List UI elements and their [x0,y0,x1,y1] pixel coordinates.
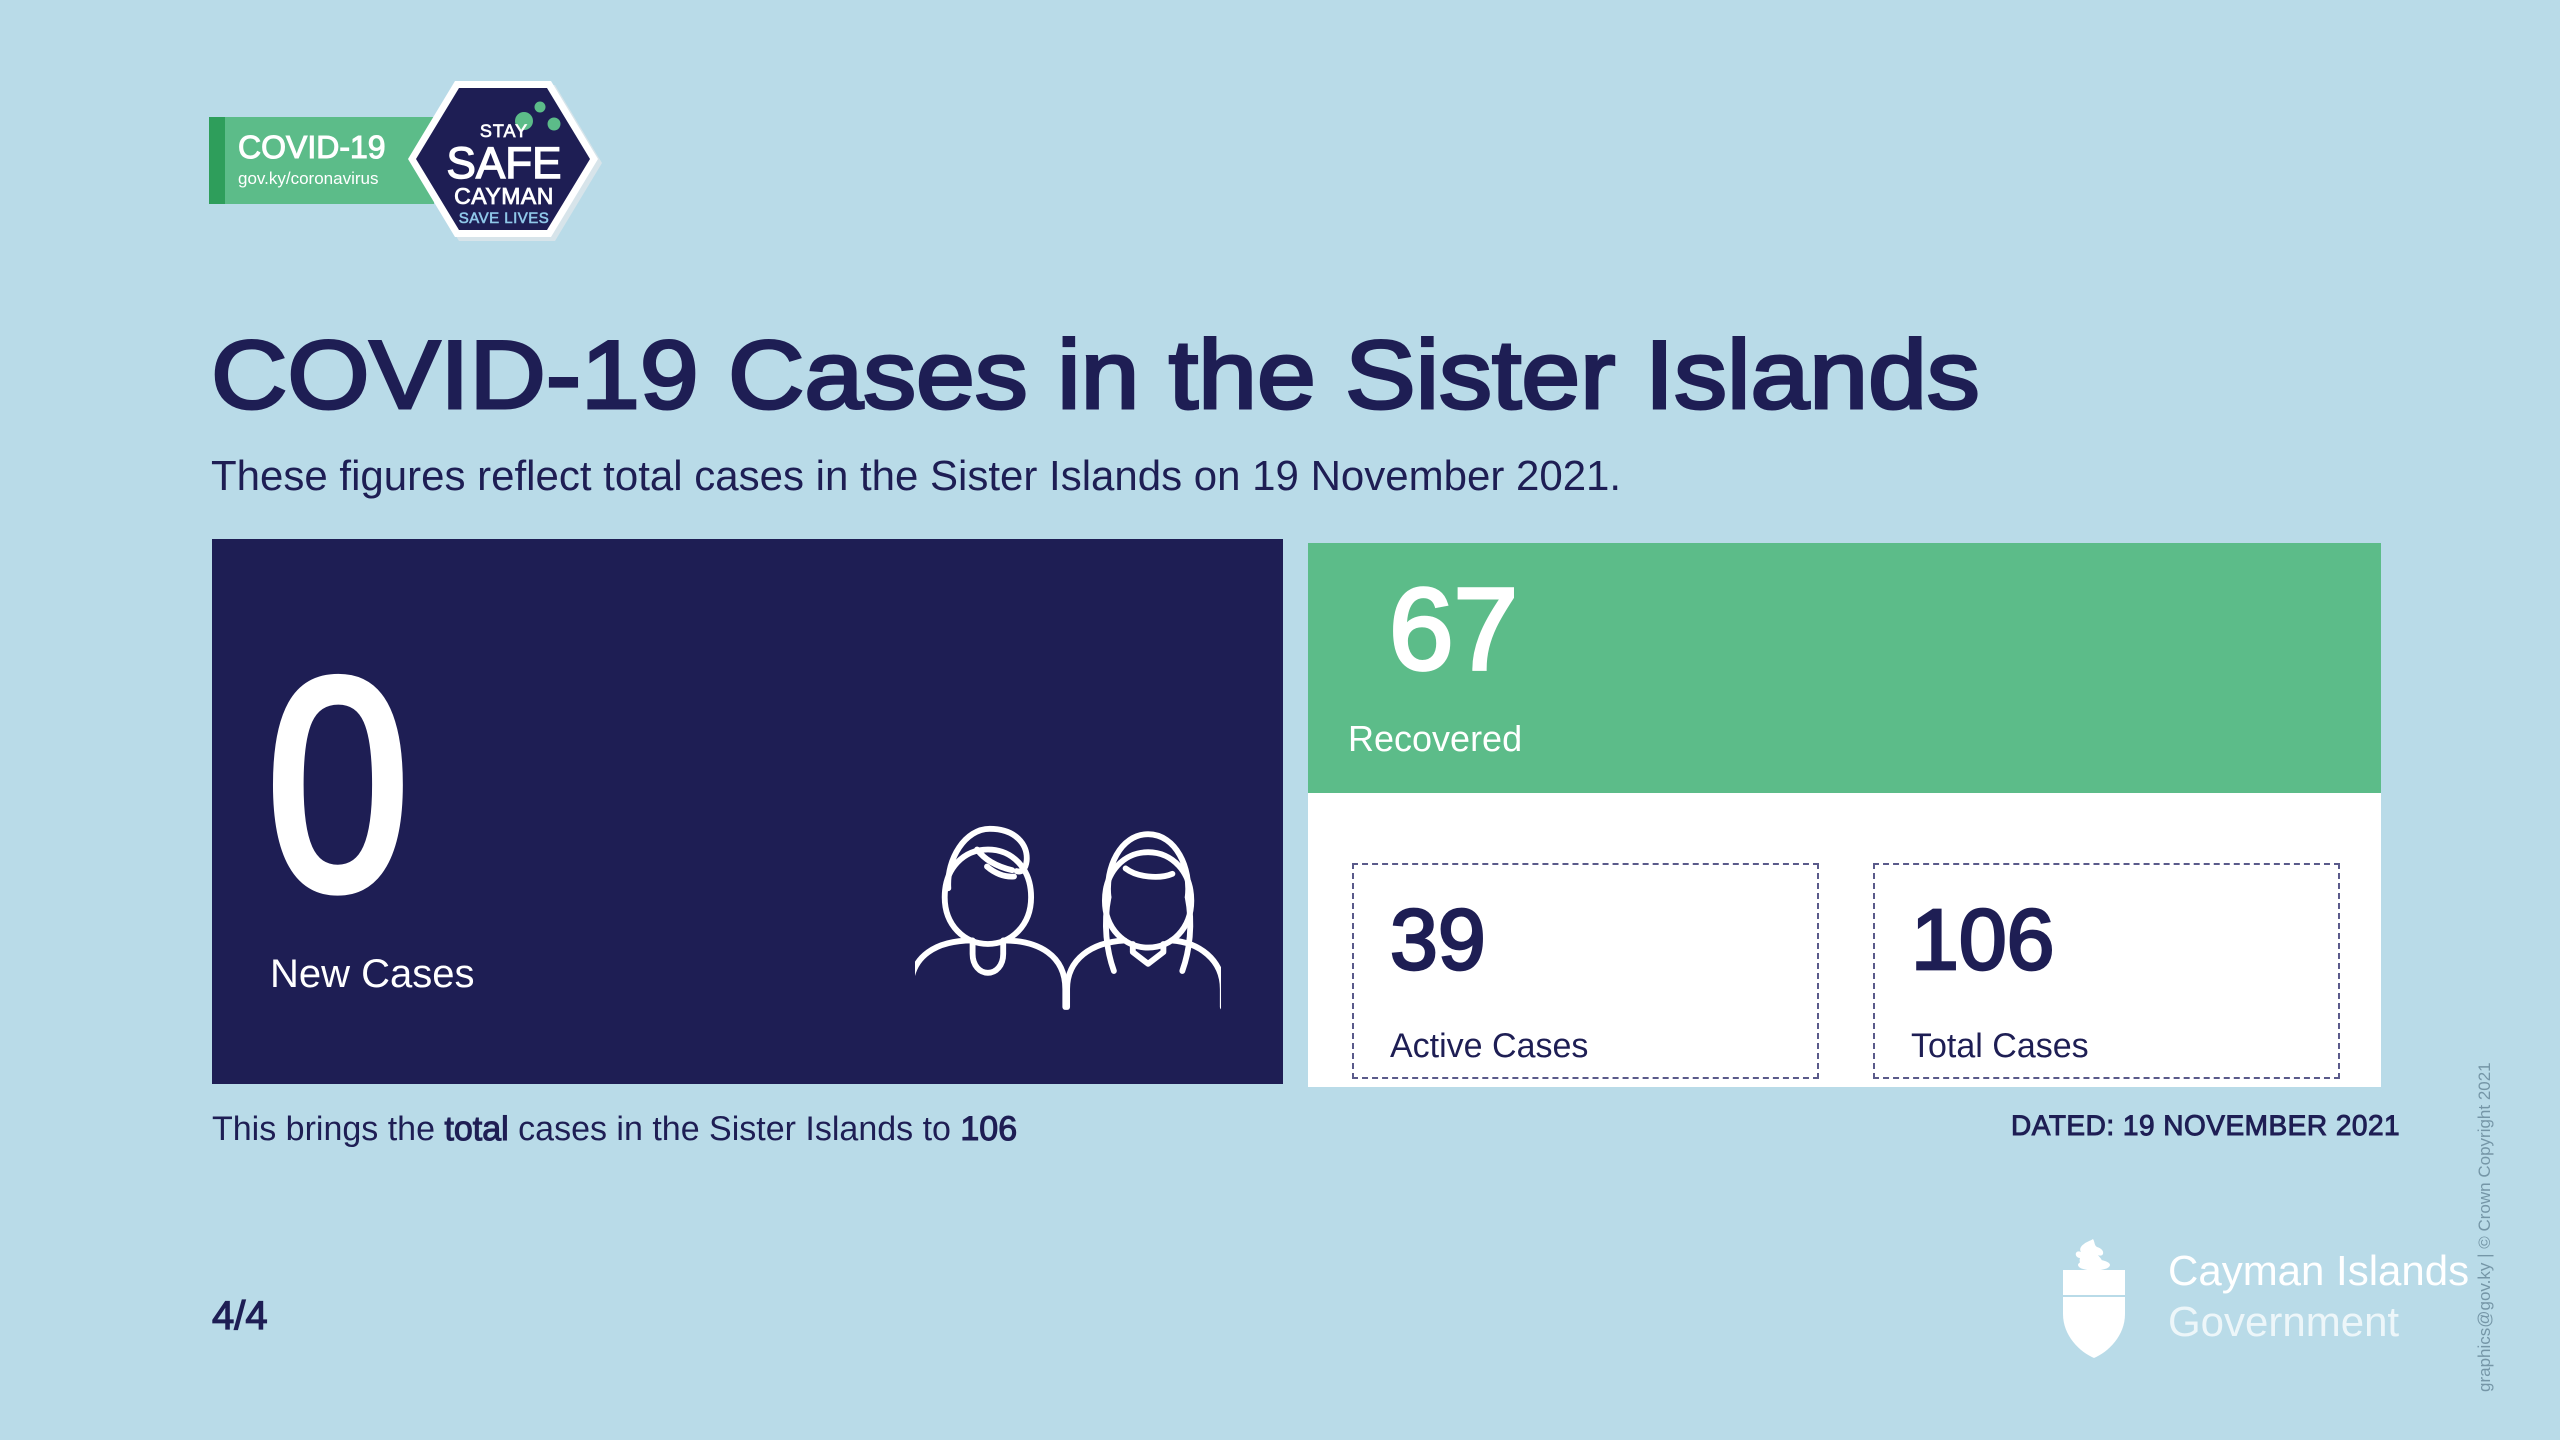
svg-text:SAVE LIVES: SAVE LIVES [459,210,550,227]
svg-text:CAYMAN: CAYMAN [454,183,554,209]
svg-text:STAY: STAY [480,121,528,141]
svg-text:SAFE: SAFE [447,139,562,188]
